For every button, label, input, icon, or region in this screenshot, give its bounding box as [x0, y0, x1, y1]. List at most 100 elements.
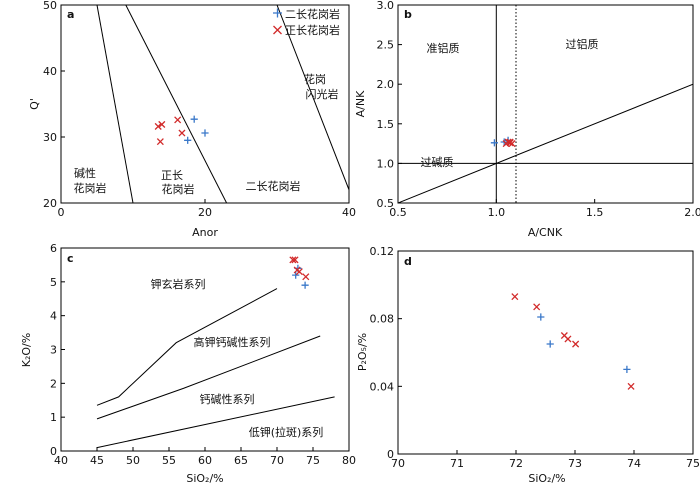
y-tick-label: 2	[50, 377, 57, 390]
y-tick-label: 0	[387, 448, 394, 461]
legend-entry: 二长花岗岩	[285, 7, 340, 21]
legend: 二长花岗岩 正长花岗岩	[273, 7, 340, 37]
y-tick-label: 2.0	[377, 78, 395, 91]
y-tick-label: 20	[43, 197, 57, 210]
field-boundary-line	[96, 335, 321, 420]
field-label: 碱性	[74, 166, 96, 180]
data-point-cross	[302, 273, 310, 281]
y-tick-label: 0.5	[377, 197, 395, 210]
field-boundary-line	[125, 5, 228, 203]
panel-letter: c	[67, 252, 74, 265]
data-point-cross	[174, 116, 182, 124]
x-tick-label: 40	[342, 206, 356, 219]
y-tick-label: 40	[43, 65, 57, 78]
y-axis-label: Q'	[28, 98, 41, 110]
data-point-plus	[546, 340, 554, 348]
y-tick-label: 50	[43, 0, 57, 12]
data-point-cross	[504, 138, 512, 146]
plot-frame	[397, 4, 694, 204]
x-tick-label: 55	[162, 454, 176, 467]
data-point-cross	[178, 129, 186, 137]
x-tick-label: 70	[270, 454, 284, 467]
field-label: 花岗岩	[74, 181, 107, 195]
field-boundary-line	[96, 288, 278, 406]
field-label: 闪光岩	[306, 87, 339, 101]
y-tick-label: 30	[43, 131, 57, 144]
field-boundary-line	[398, 83, 693, 203]
data-point-cross	[564, 335, 572, 343]
y-tick-label: 5	[50, 276, 57, 289]
data-point-plus	[184, 136, 192, 144]
data-point-cross	[291, 256, 299, 264]
y-axis-label: P₂O₅/%	[356, 333, 369, 371]
x-tick-label: 71	[450, 457, 464, 470]
data-point-cross	[158, 120, 166, 128]
y-tick-label: 4	[50, 310, 57, 323]
panel-d: 70 71 72 73 74 75 0 0.04 0.08 0.12 d SiO₂/% P₂O₅/…	[356, 245, 700, 485]
y-tick-label: 1	[50, 411, 57, 424]
data-point-cross	[627, 382, 635, 390]
y-tick-label: 1.0	[377, 157, 395, 170]
field-label: 钙碱性系列	[200, 392, 255, 406]
x-axis-label: Anor	[192, 226, 218, 239]
plot-frame	[397, 250, 694, 455]
x-tick-label: 70	[391, 457, 405, 470]
x-tick-label: 0.5	[389, 206, 407, 219]
data-point-plus	[190, 115, 198, 123]
field-label: 正长	[161, 169, 183, 182]
x-tick-label: 73	[568, 457, 582, 470]
y-tick-label: 6	[50, 242, 57, 255]
x-tick-label: 45	[90, 454, 104, 467]
field-boundary-line	[276, 5, 349, 190]
x-tick-label: 1.5	[586, 206, 604, 219]
x-tick-label: 40	[54, 454, 68, 467]
y-tick-label: 0.08	[370, 313, 395, 326]
field-label: 过铝质	[566, 37, 599, 51]
y-axis-label: A/NK	[354, 90, 367, 117]
x-tick-label: 75	[306, 454, 320, 467]
data-point-cross	[156, 138, 164, 146]
data-point-plus	[537, 313, 545, 321]
panel-b: 0.5 1.0 1.5 2.0 0.5 1.0 1.5 2.0 2.5 3.0 b A/CNK A…	[354, 0, 700, 239]
data-point-plus	[301, 281, 309, 289]
y-tick-label: 0.04	[370, 380, 395, 393]
data-point-cross	[295, 268, 303, 276]
field-label: 准铝质	[427, 41, 460, 55]
data-point-cross	[154, 122, 162, 130]
panel-letter: b	[404, 8, 412, 21]
field-label: 二长花岗岩	[246, 179, 301, 193]
field-label: 低钾(拉斑)系列	[249, 425, 324, 439]
y-tick-label: 1.5	[377, 118, 395, 131]
field-boundary-line	[96, 5, 134, 203]
field-label: 花岗岩	[162, 182, 195, 196]
field-label: 钾玄岩系列	[151, 277, 206, 291]
x-axis-label: A/CNK	[528, 226, 563, 239]
data-point-cross	[511, 293, 519, 301]
y-tick-label: 0	[50, 445, 57, 458]
data-point-plus	[623, 365, 631, 373]
panel-letter: a	[67, 8, 74, 21]
data-point-plus	[490, 139, 498, 147]
x-tick-label: 50	[126, 454, 140, 467]
data-point-cross	[533, 303, 541, 311]
x-tick-label: 60	[198, 454, 212, 467]
y-tick-label: 3	[50, 344, 57, 357]
x-tick-label: 1.0	[488, 206, 506, 219]
data-point-cross	[289, 256, 297, 264]
field-label: 过碱质	[421, 156, 454, 169]
x-tick-label: 72	[509, 457, 523, 470]
x-axis-label: SiO₂/%	[528, 472, 565, 485]
y-tick-label: 0.12	[370, 245, 395, 258]
x-tick-label: 75	[686, 457, 700, 470]
field-boundary-line	[96, 396, 335, 449]
y-tick-label: 2.5	[377, 39, 395, 52]
x-tick-label: 2.0	[684, 206, 700, 219]
data-point-plus	[201, 129, 209, 137]
panel-letter: d	[404, 255, 412, 268]
legend-entry: 正长花岗岩	[285, 23, 340, 37]
x-tick-label: 20	[198, 206, 212, 219]
data-point-plus	[292, 271, 300, 279]
